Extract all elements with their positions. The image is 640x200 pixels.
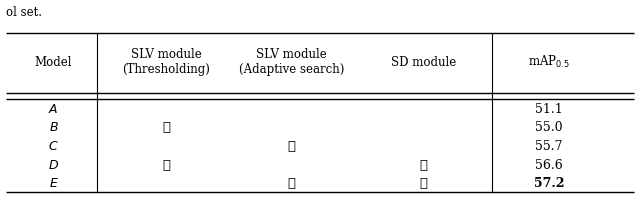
Text: ✓: ✓	[288, 139, 296, 152]
Text: 55.7: 55.7	[535, 139, 563, 152]
Text: ✓: ✓	[288, 176, 296, 189]
Text: ✓: ✓	[163, 121, 170, 134]
Text: $E$: $E$	[49, 176, 58, 189]
Text: $A$: $A$	[48, 102, 59, 115]
Text: SLV module
(Thresholding): SLV module (Thresholding)	[122, 48, 211, 76]
Text: $D$: $D$	[48, 158, 59, 171]
Text: ✓: ✓	[419, 176, 428, 189]
Text: ol set.: ol set.	[6, 6, 42, 19]
Text: $B$: $B$	[49, 121, 58, 134]
Text: SD module: SD module	[391, 56, 456, 68]
Text: mAP$_{0.5}$: mAP$_{0.5}$	[528, 54, 570, 70]
Text: 56.6: 56.6	[535, 158, 563, 171]
Text: 57.2: 57.2	[534, 176, 564, 189]
Text: 51.1: 51.1	[535, 102, 563, 115]
Text: Model: Model	[35, 56, 72, 68]
Text: ✓: ✓	[163, 158, 170, 171]
Text: 55.0: 55.0	[535, 121, 563, 134]
Text: SLV module
(Adaptive search): SLV module (Adaptive search)	[239, 48, 344, 76]
Text: ✓: ✓	[419, 158, 428, 171]
Text: $C$: $C$	[48, 139, 59, 152]
